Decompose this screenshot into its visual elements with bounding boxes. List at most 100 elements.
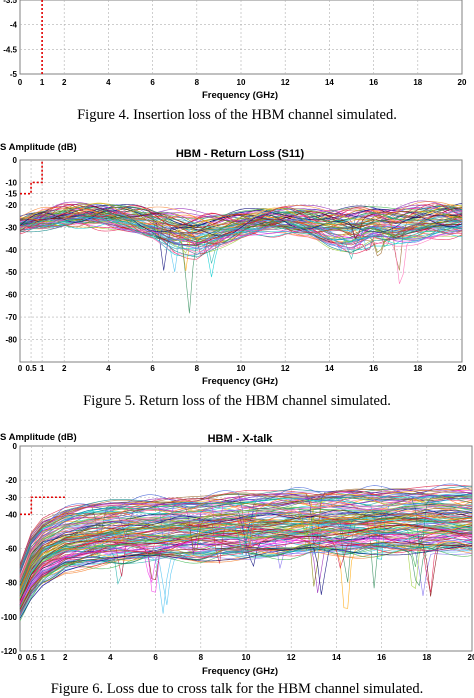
x-tick-label: 18 bbox=[413, 78, 422, 87]
x-tick-label: 0 bbox=[18, 364, 23, 373]
series-line bbox=[19, 524, 473, 601]
x-tick-label: 12 bbox=[287, 653, 296, 662]
series-line bbox=[19, 493, 473, 570]
series-line bbox=[19, 495, 473, 573]
series-line bbox=[19, 541, 473, 611]
series-line bbox=[19, 215, 463, 260]
x-tick-label: 12 bbox=[281, 364, 290, 373]
figure-caption: Figure 4. Insertion loss of the HBM chan… bbox=[77, 107, 397, 123]
series-line bbox=[19, 530, 473, 605]
series-line bbox=[19, 205, 463, 240]
x-tick-label: 10 bbox=[242, 653, 251, 662]
series-line bbox=[19, 546, 473, 615]
series-line bbox=[19, 507, 473, 583]
y-tick-label: -40 bbox=[5, 510, 17, 519]
y-tick-label: -60 bbox=[5, 545, 17, 554]
series-line bbox=[19, 489, 473, 572]
x-tick-label: 10 bbox=[237, 78, 246, 87]
x-tick-label: 8 bbox=[195, 364, 200, 373]
x-tick-label: 10 bbox=[237, 364, 246, 373]
limit-line bbox=[20, 496, 66, 516]
x-tick-label: 8 bbox=[199, 653, 204, 662]
x-tick-label: 20 bbox=[458, 364, 467, 373]
series-line bbox=[19, 218, 463, 244]
x-tick-label: 0 bbox=[18, 78, 23, 87]
series-line bbox=[19, 489, 473, 567]
y-tick-label: -15 bbox=[5, 190, 17, 199]
x-tick-label: 0.5 bbox=[26, 653, 38, 662]
y-axis-label: S Amplitude (dB) bbox=[0, 432, 77, 443]
series-line bbox=[19, 545, 473, 619]
y-tick-label: -20 bbox=[5, 476, 17, 485]
y-tick-label: -4 bbox=[10, 21, 18, 30]
series-line bbox=[19, 504, 473, 579]
series-line bbox=[19, 217, 463, 249]
x-tick-label: 4 bbox=[106, 364, 111, 373]
limit-line bbox=[20, 160, 43, 195]
series-line bbox=[19, 544, 473, 612]
series-line bbox=[19, 544, 473, 614]
x-axis-label: Frequency (GHz) bbox=[202, 376, 278, 387]
series-line bbox=[19, 483, 473, 569]
y-tick-label: -5 bbox=[10, 70, 18, 79]
x-tick-label: 18 bbox=[422, 653, 431, 662]
series-line bbox=[19, 204, 463, 229]
series-line bbox=[19, 514, 472, 587]
y-tick-label: -80 bbox=[5, 579, 17, 588]
series-line bbox=[19, 505, 473, 583]
series-line bbox=[19, 512, 473, 585]
insertion-loss-chart: 0 1 2 4 6 8 10 12 14 16 18 20 -3.5-4-4.5-5 Frequenc… bbox=[3, 0, 467, 123]
x-axis-label: Frequency (GHz) bbox=[202, 666, 278, 677]
y-tick-label: -30 bbox=[5, 493, 17, 502]
chart-title: HBM - X-talk bbox=[208, 433, 274, 445]
y-tick-label: -4.5 bbox=[3, 45, 17, 54]
y-axis-label: S Amplitude (dB) bbox=[0, 142, 77, 153]
x-tick-label: 1 bbox=[40, 364, 45, 373]
series-line bbox=[19, 527, 473, 598]
y-tick-label: -120 bbox=[1, 647, 18, 656]
series-line bbox=[19, 495, 473, 572]
series-line bbox=[19, 522, 473, 597]
x-tick-label: 14 bbox=[332, 653, 341, 662]
figure-caption: Figure 6. Loss due to cross talk for the… bbox=[51, 681, 424, 697]
series-line bbox=[19, 506, 473, 589]
x-tick-label: 0.5 bbox=[25, 364, 37, 373]
x-tick-label: 2 bbox=[63, 653, 68, 662]
x-tick-label: 20 bbox=[468, 653, 474, 662]
series-line bbox=[19, 510, 473, 587]
x-tick-label: 1 bbox=[40, 653, 45, 662]
x-tick-label: 16 bbox=[377, 653, 386, 662]
x-axis-label: Frequency (GHz) bbox=[202, 90, 278, 101]
chart-title: HBM - Return Loss (S11) bbox=[176, 148, 305, 160]
y-tick-label: -30 bbox=[5, 223, 17, 232]
y-tick-label: -3.5 bbox=[3, 0, 17, 5]
x-tick-label: 16 bbox=[369, 364, 378, 373]
y-tick-label: -100 bbox=[1, 613, 18, 622]
y-tick-label: -70 bbox=[5, 313, 17, 322]
series-line bbox=[19, 538, 473, 605]
series-line bbox=[19, 528, 473, 602]
x-tick-label: 8 bbox=[195, 78, 200, 87]
x-tick-label: 1 bbox=[40, 78, 45, 87]
series-line bbox=[19, 515, 473, 591]
series-line bbox=[19, 513, 473, 586]
y-tick-label: -40 bbox=[5, 246, 17, 255]
y-tick-label: 0 bbox=[13, 156, 18, 165]
x-tick-label: 14 bbox=[325, 78, 334, 87]
x-tick-label: 2 bbox=[62, 78, 67, 87]
x-tick-label: 18 bbox=[413, 364, 422, 373]
x-tick-label: 0 bbox=[18, 653, 23, 662]
x-tick-label: 2 bbox=[62, 364, 67, 373]
y-tick-label: -10 bbox=[5, 178, 17, 187]
series-line bbox=[19, 516, 473, 594]
crosstalk-chart: S Amplitude (dB) HBM - X-talk 0 0.5 1 2 4 6 8 1… bbox=[0, 432, 474, 697]
series-line bbox=[19, 207, 463, 222]
x-tick-label: 16 bbox=[369, 78, 378, 87]
x-tick-label: 20 bbox=[458, 78, 467, 87]
series-line bbox=[19, 206, 463, 240]
series-line bbox=[19, 209, 463, 237]
y-tick-label: -80 bbox=[5, 336, 17, 345]
series-line bbox=[19, 212, 463, 257]
series-line bbox=[19, 487, 473, 568]
return-loss-chart: S Amplitude (dB) HBM - Return Loss (S11)… bbox=[0, 142, 467, 409]
